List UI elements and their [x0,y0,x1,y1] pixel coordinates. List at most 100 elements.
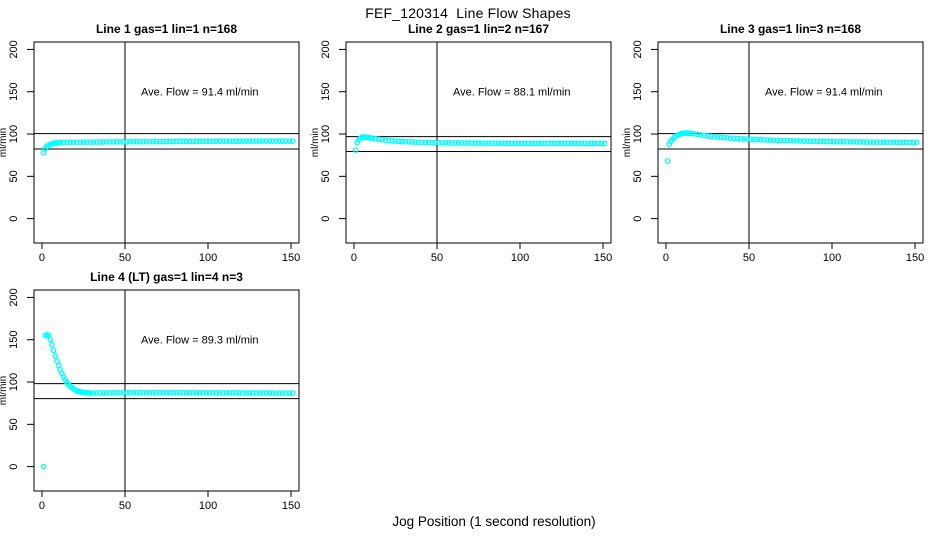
data-point [864,139,870,145]
data-point [70,139,77,146]
data-point [830,138,837,145]
data-point [794,138,800,144]
data-point [880,139,887,146]
data-point [352,147,359,153]
data-point [552,140,558,147]
data-point [707,133,714,140]
data-points [352,134,608,153]
data-point [542,140,548,147]
data-point [820,138,827,145]
data-point [49,341,55,348]
y-tick-label: 200 [632,40,644,58]
data-point [226,138,233,145]
data-point [97,139,103,145]
data-point [545,140,552,147]
data-point [180,389,186,396]
data-point [432,139,439,146]
data-point [764,137,771,143]
data-point [127,138,133,145]
y-tick-label: 50 [8,418,20,430]
data-point [459,140,465,146]
data-point [824,138,830,145]
data-point [100,390,107,396]
data-point [595,140,601,147]
data-point [60,139,67,146]
data-point [814,138,820,145]
data-point [226,390,233,396]
data-point [372,135,379,142]
data-point [502,140,508,147]
data-point [714,134,721,140]
ave-flow-label: Ave. Flow = 88.1 ml/min [453,87,570,99]
data-point [163,138,170,145]
data-point [508,140,515,147]
data-point [286,138,293,144]
data-point [810,138,817,145]
data-point [220,138,226,145]
data-point [103,139,110,145]
y-tick-label: 100 [8,373,20,391]
data-point [90,139,97,145]
data-point [522,140,528,147]
data-point [173,138,180,145]
data-point [80,139,87,146]
data-point [240,138,246,144]
data-point [110,139,117,145]
data-point [183,138,190,145]
panel-line-3: Line 3 gas=1 lin=3 n=168 0 50 100 150 0 50 100 1… [622,22,924,264]
plot-box [33,41,300,244]
data-point [568,140,575,147]
panel-line-1: Line 1 gas=1 lin=1 n=168 0 50 100 150 0 50 100 1… [0,22,300,264]
y-tick-label: 150 [8,83,20,101]
data-point [485,140,492,147]
data-point [64,139,70,146]
data-point [289,390,296,396]
y-tick-label: 0 [8,216,20,222]
data-point [817,138,824,145]
y-tick-label: 100 [632,125,644,143]
data-point [143,389,150,396]
data-point [153,138,160,145]
y-tick-label: 0 [320,216,332,222]
data-point [93,139,100,145]
data-point [475,140,482,146]
data-point [425,139,432,146]
data-point [478,140,485,146]
data-point [157,389,163,396]
data-point [482,140,488,146]
data-point [50,347,57,354]
data-point [844,138,850,145]
data-point [472,140,479,146]
x-tick-label: 100 [511,252,529,264]
data-points [664,130,920,164]
data-point [734,135,741,142]
data-point [220,390,226,396]
data-point [73,139,80,146]
x-tick-label: 50 [431,252,443,264]
data-point [581,140,588,147]
data-point [54,358,60,364]
panel-line-2: Line 2 gas=1 lin=2 n=167 0 50 100 150 0 50 100 1… [310,22,612,264]
y-tick-label: 150 [320,83,332,101]
plot-box [657,41,924,244]
data-point [897,139,903,146]
data-point [276,390,283,396]
main-title: FEF_120314 Line Flow Shapes [365,5,571,21]
data-point [236,138,243,145]
data-point [701,132,708,139]
data-point [774,137,781,144]
data-point [412,139,419,145]
data-point [160,389,167,396]
data-point [890,139,897,146]
y-tick-label: 200 [8,40,20,58]
data-point [170,138,176,145]
x-tick-label: 150 [594,252,612,264]
data-point [243,390,250,396]
data-point [213,389,220,396]
x-tick-label: 0 [663,252,669,264]
data-point [575,140,581,147]
data-point [140,138,147,145]
data-point [721,134,727,141]
plot-box [345,41,612,244]
data-point [697,132,704,138]
